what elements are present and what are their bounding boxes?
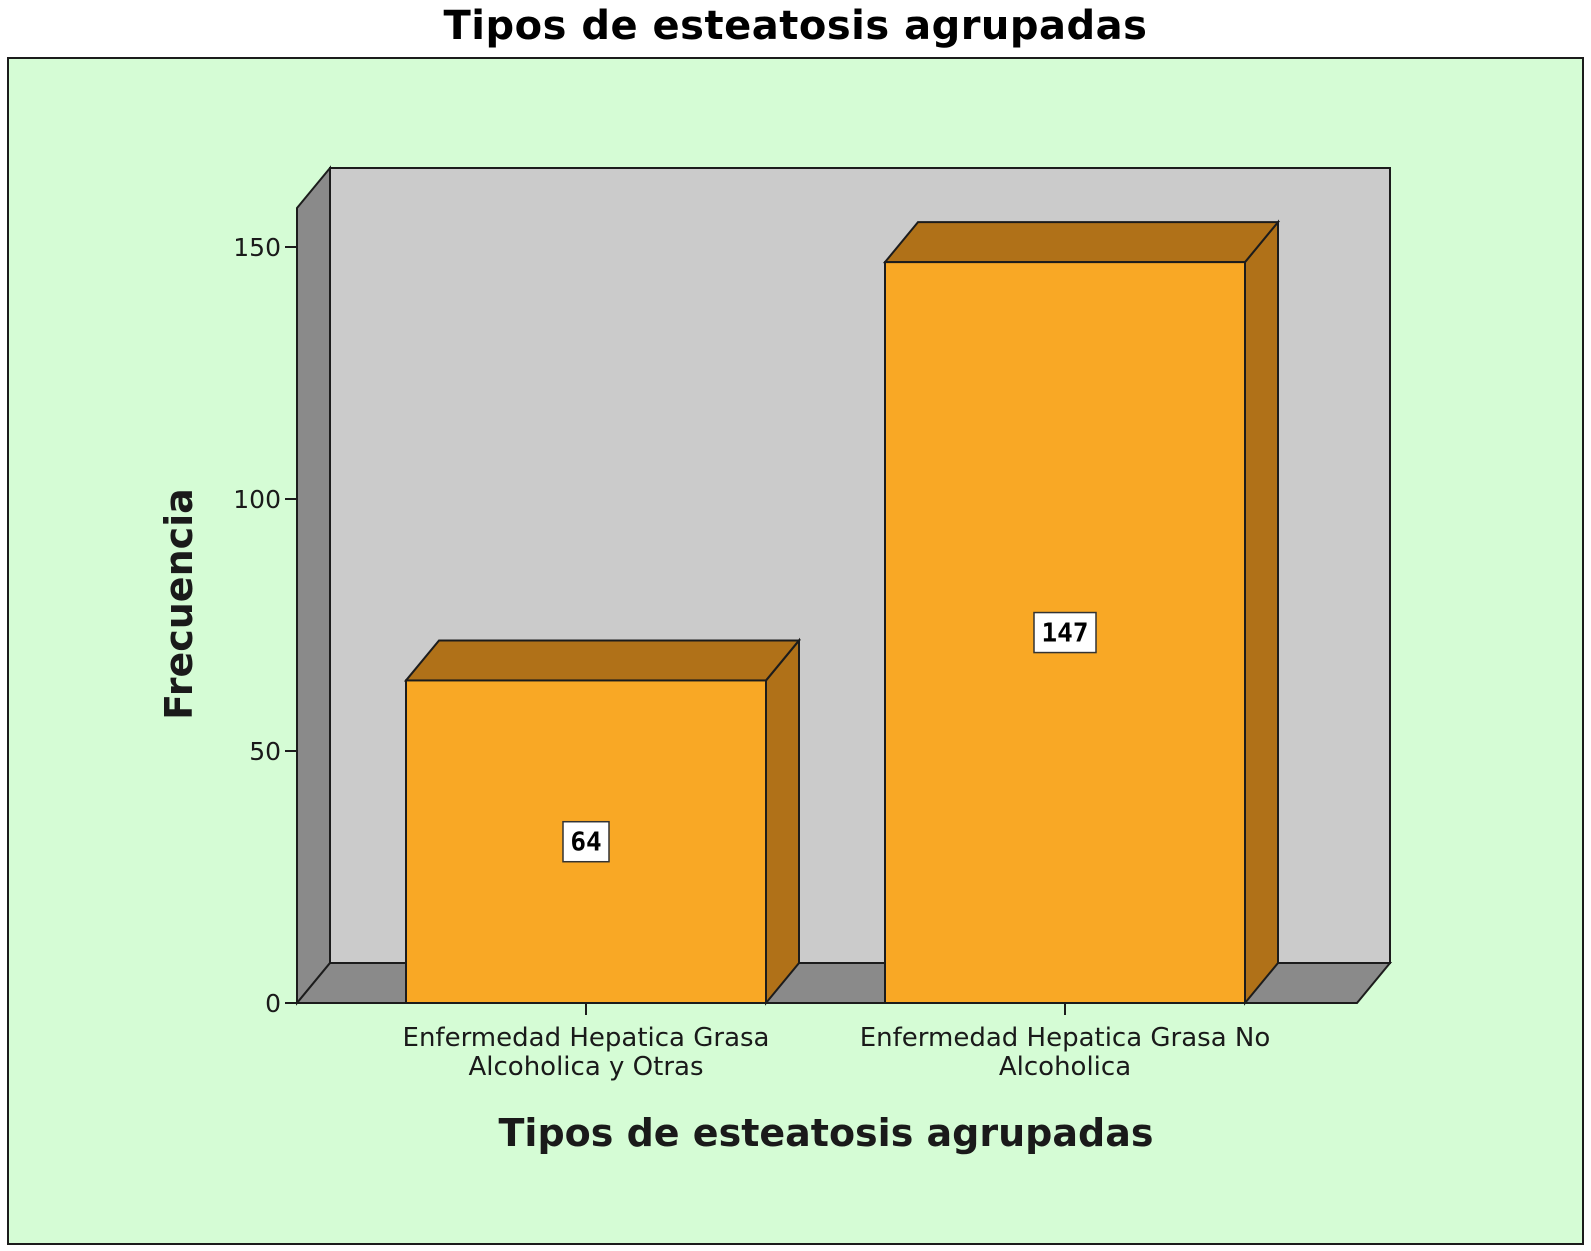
y-tick-label: 150: [233, 233, 281, 262]
data-label-box: [1033, 611, 1097, 654]
x-tick-label-line: Alcoholica: [999, 1052, 1131, 1082]
y-axis-title: Frecuencia: [157, 488, 201, 720]
x-axis-ticks: Enfermedad Hepatica Grasa Alcoholica y Ot…: [403, 1003, 1271, 1082]
bar-top: [882, 221, 1281, 264]
bar: 64: [403, 637, 802, 1006]
x-axis-title: Tipos de esteatosis agrupadas: [499, 1111, 1154, 1155]
bars: 64 147: [403, 219, 1281, 1006]
y-tick-label: 100: [233, 485, 281, 514]
bar-top: [403, 639, 802, 682]
plot-side-wall: [296, 165, 331, 1006]
x-tick-label-line: Enfermedad Hepatica Grasa: [403, 1023, 770, 1053]
x-tick-label-line: Alcoholica y Otras: [468, 1052, 703, 1082]
data-label: 64: [570, 828, 601, 858]
y-tick-label: 0: [265, 989, 281, 1018]
x-tick-label: Enfermedad Hepatica Grasa No Alcoholica: [860, 1023, 1271, 1082]
data-label-box: [562, 820, 610, 863]
bar-side: [1244, 219, 1279, 1006]
x-tick-label: Enfermedad Hepatica Grasa Alcoholica y Ot…: [403, 1023, 770, 1082]
bar: 147: [882, 219, 1281, 1006]
data-label: 147: [1042, 619, 1089, 649]
bar-side: [765, 637, 800, 1006]
chart-title: Tipos de esteatosis agrupadas: [443, 3, 1148, 49]
y-tick-label: 50: [249, 737, 281, 766]
x-tick-label-line: Enfermedad Hepatica Grasa No: [860, 1023, 1271, 1053]
y-axis-ticks: 0 50 100 150: [233, 233, 297, 1018]
